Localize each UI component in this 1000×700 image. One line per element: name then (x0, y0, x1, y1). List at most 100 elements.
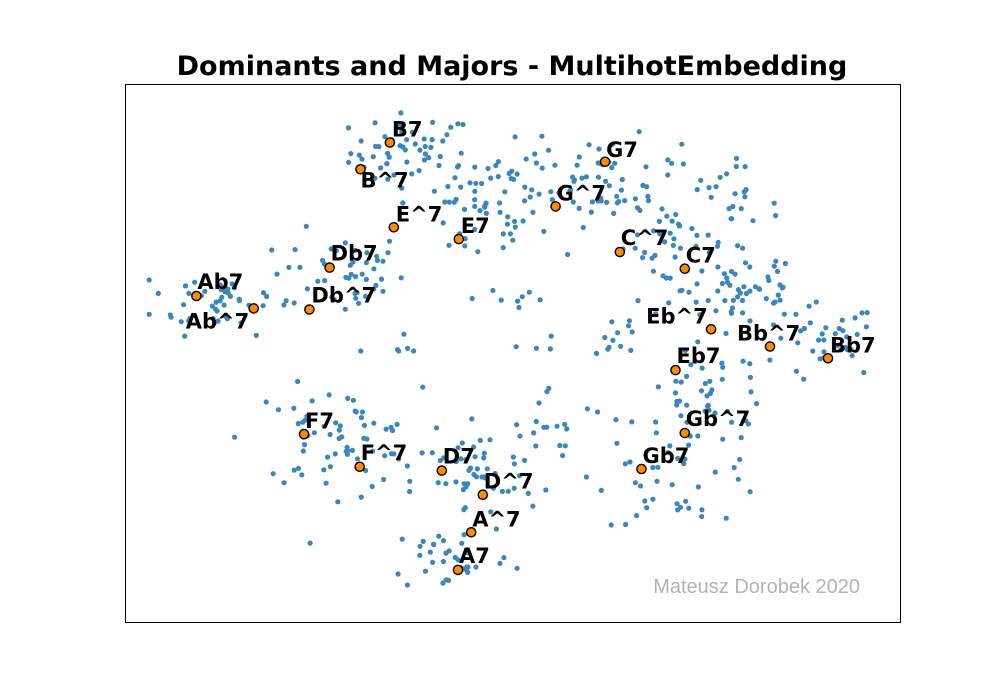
background-point (707, 378, 713, 384)
background-point (444, 132, 450, 138)
background-point (733, 155, 740, 161)
background-point (405, 345, 411, 351)
background-point (511, 218, 518, 224)
background-point (352, 247, 358, 253)
chord-label-Amaj7: A^7 (472, 507, 520, 531)
background-point (359, 409, 365, 415)
background-point (356, 152, 362, 158)
background-point (728, 310, 735, 316)
background-point (321, 423, 327, 430)
background-point (514, 171, 520, 177)
background-point (327, 431, 333, 438)
background-point (222, 313, 228, 319)
background-point (531, 430, 537, 436)
background-point (398, 275, 404, 281)
background-point (667, 443, 673, 449)
background-point (613, 417, 619, 423)
background-point (557, 442, 563, 449)
background-point (697, 312, 703, 318)
background-point (212, 319, 218, 325)
background-point (263, 399, 269, 405)
background-point (481, 455, 487, 461)
background-point (221, 302, 227, 308)
background-point (253, 332, 259, 338)
background-point (610, 337, 616, 343)
background-point (168, 314, 174, 320)
background-point (473, 564, 479, 570)
background-point (541, 424, 547, 430)
background-point (303, 223, 309, 229)
background-point (861, 369, 867, 376)
background-point (295, 421, 301, 427)
chord-point-Cmaj7 (614, 246, 626, 258)
background-point (686, 289, 692, 295)
background-point (657, 231, 663, 237)
background-point (378, 276, 385, 282)
background-point (328, 246, 334, 252)
background-point (394, 347, 401, 353)
chord-point-E7 (453, 233, 465, 245)
background-point (345, 125, 352, 131)
background-point (281, 302, 287, 308)
background-point (859, 310, 865, 316)
background-point (724, 275, 730, 281)
background-point (502, 189, 508, 195)
background-point (213, 299, 219, 305)
background-point (307, 540, 313, 546)
background-point (560, 452, 566, 459)
background-point (469, 295, 475, 302)
background-point (669, 218, 675, 224)
background-point (295, 465, 302, 471)
background-point (664, 213, 670, 219)
chord-point-Db7 (324, 262, 335, 273)
background-point (525, 490, 531, 496)
background-point (712, 469, 718, 475)
background-point (511, 485, 517, 491)
background-point (615, 330, 621, 336)
background-point (484, 466, 490, 472)
background-point (342, 306, 348, 312)
background-point (536, 400, 542, 406)
background-point (721, 271, 728, 277)
background-point (586, 142, 592, 148)
background-point (519, 294, 525, 300)
background-point (715, 288, 721, 294)
background-point (589, 199, 596, 205)
background-point (359, 271, 365, 277)
chord-point-Bb7 (822, 352, 834, 364)
background-point (777, 297, 783, 303)
background-point (694, 281, 700, 287)
background-point (656, 218, 663, 224)
background-point (682, 347, 689, 354)
background-point (543, 487, 549, 493)
background-point (349, 447, 355, 453)
background-point (699, 507, 705, 513)
background-point (530, 503, 536, 509)
background-point (747, 374, 754, 380)
background-point (358, 494, 364, 500)
background-point (348, 151, 354, 157)
background-point (702, 380, 708, 387)
background-point (397, 143, 403, 149)
background-point (772, 299, 778, 305)
background-point (295, 378, 301, 385)
background-point (763, 296, 769, 302)
background-point (679, 141, 685, 147)
background-point (430, 119, 436, 125)
background-point (181, 302, 187, 308)
background-point (435, 480, 441, 486)
background-point (547, 346, 554, 352)
background-point (326, 392, 332, 398)
chord-label-Gbmaj7: Gb^7 (686, 407, 750, 431)
background-point (745, 421, 752, 427)
background-point (726, 206, 732, 212)
chord-point-Bmaj7 (355, 163, 366, 175)
background-point (598, 487, 604, 493)
background-point (353, 274, 359, 280)
background-point (529, 187, 535, 193)
background-point (576, 205, 582, 211)
background-point (740, 310, 746, 316)
background-point (729, 419, 735, 425)
background-point (443, 577, 449, 583)
background-point (747, 489, 753, 495)
